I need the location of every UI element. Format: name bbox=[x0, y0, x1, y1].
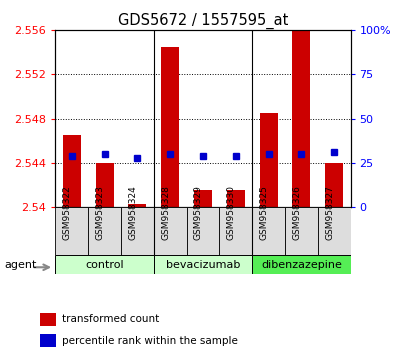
Bar bbox=[55, 207, 88, 255]
Bar bbox=[252, 255, 350, 274]
Bar bbox=[40, 334, 56, 347]
Bar bbox=[153, 207, 186, 255]
Text: GSM958325: GSM958325 bbox=[259, 185, 268, 240]
Bar bbox=[95, 163, 113, 207]
Bar bbox=[121, 207, 153, 255]
Text: GSM958328: GSM958328 bbox=[161, 185, 170, 240]
Text: GSM958323: GSM958323 bbox=[95, 185, 104, 240]
Bar bbox=[88, 207, 121, 255]
Bar bbox=[128, 204, 146, 207]
Text: GSM958324: GSM958324 bbox=[128, 185, 137, 240]
Text: percentile rank within the sample: percentile rank within the sample bbox=[61, 336, 237, 346]
Bar bbox=[153, 255, 252, 274]
Text: GSM958322: GSM958322 bbox=[63, 185, 72, 240]
Bar bbox=[186, 207, 219, 255]
Text: agent: agent bbox=[4, 259, 36, 270]
Text: GSM958326: GSM958326 bbox=[292, 185, 301, 240]
Bar bbox=[55, 255, 153, 274]
Bar bbox=[324, 163, 342, 207]
Text: GDS5672 / 1557595_at: GDS5672 / 1557595_at bbox=[117, 12, 288, 29]
Text: GSM958327: GSM958327 bbox=[324, 185, 333, 240]
Bar bbox=[292, 30, 310, 207]
Text: GSM958330: GSM958330 bbox=[226, 185, 235, 240]
Bar bbox=[161, 47, 179, 207]
Text: GSM958329: GSM958329 bbox=[193, 185, 202, 240]
Bar bbox=[317, 207, 350, 255]
Bar bbox=[193, 190, 211, 207]
Text: transformed count: transformed count bbox=[61, 314, 159, 325]
Bar bbox=[63, 135, 81, 207]
Bar bbox=[284, 207, 317, 255]
Text: dibenzazepine: dibenzazepine bbox=[260, 259, 341, 270]
Bar bbox=[226, 190, 244, 207]
Text: control: control bbox=[85, 259, 124, 270]
Text: bevacizumab: bevacizumab bbox=[165, 259, 240, 270]
Bar bbox=[259, 113, 277, 207]
Bar bbox=[40, 313, 56, 326]
Bar bbox=[252, 207, 284, 255]
Bar bbox=[219, 207, 252, 255]
